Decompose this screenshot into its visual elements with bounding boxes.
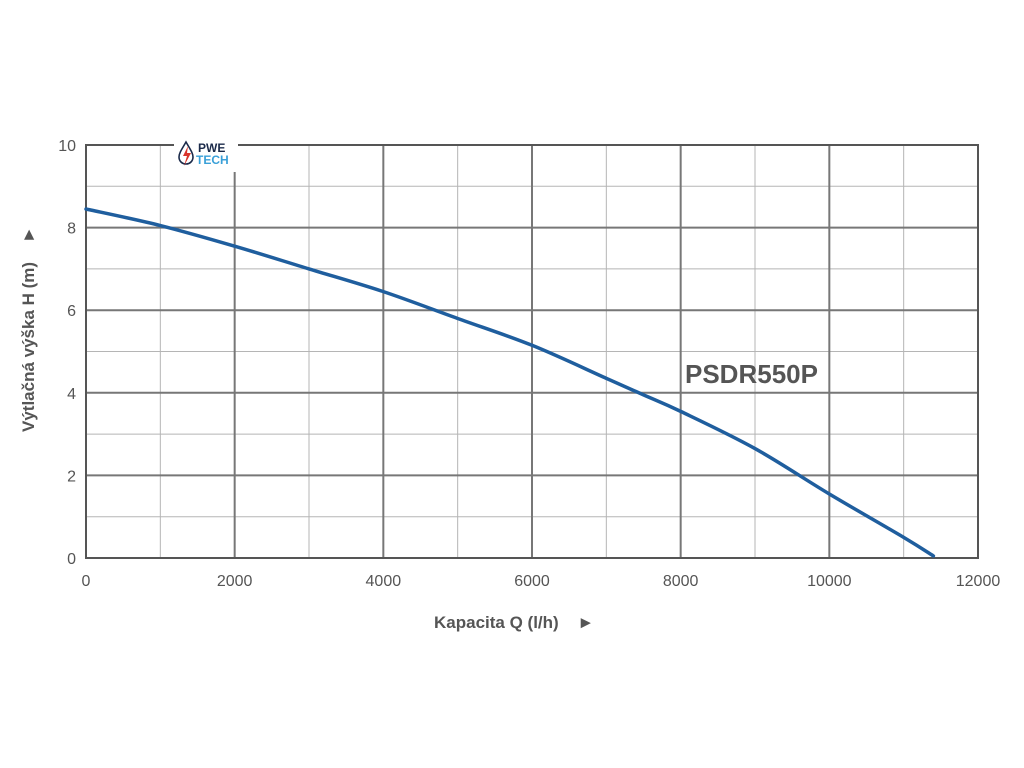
- y-tick-label: 6: [67, 303, 76, 320]
- logo-text-tech: TECH: [196, 153, 229, 167]
- y-tick-label: 8: [67, 221, 76, 238]
- y-tick-label: 2: [67, 468, 76, 485]
- x-axis-arrow: ►: [577, 613, 594, 632]
- y-tick-label: 0: [67, 551, 76, 568]
- logo-drop-icon: [178, 140, 194, 165]
- x-tick-label: 10000: [807, 573, 852, 590]
- x-tick-label: 0: [82, 573, 91, 590]
- y-axis-title-text: Výtlačná výška H (m): [19, 262, 38, 432]
- x-tick-label: 12000: [956, 573, 1001, 590]
- x-axis-title: Kapacita Q (l/h) ►: [434, 613, 594, 632]
- x-tick-label: 6000: [514, 573, 550, 590]
- x-tick-label: 8000: [663, 573, 699, 590]
- series-label-psdr550p: PSDR550P: [685, 359, 818, 389]
- y-axis-title: Výtlačná výška H (m) ►: [19, 226, 38, 432]
- x-axis-title-text: Kapacita Q (l/h): [434, 613, 559, 632]
- x-tick-label: 4000: [366, 573, 402, 590]
- y-tick-label: 10: [58, 138, 76, 155]
- plot-frame: [85, 144, 979, 559]
- major-grid: [86, 145, 978, 558]
- logo-bolt-icon: [183, 146, 191, 166]
- y-tick-label: 4: [67, 386, 76, 403]
- pwe-tech-logo: PWE TECH: [174, 136, 238, 172]
- x-tick-labels: 0 2000 4000 6000 8000 10000 12000: [82, 573, 1001, 590]
- x-tick-label: 2000: [217, 573, 253, 590]
- series-line-psdr550p: [84, 207, 936, 558]
- y-axis-arrow: ►: [19, 226, 38, 243]
- logo-text-pwe: PWE: [198, 141, 225, 155]
- y-tick-labels: 0 2 4 6 8 10: [58, 138, 76, 568]
